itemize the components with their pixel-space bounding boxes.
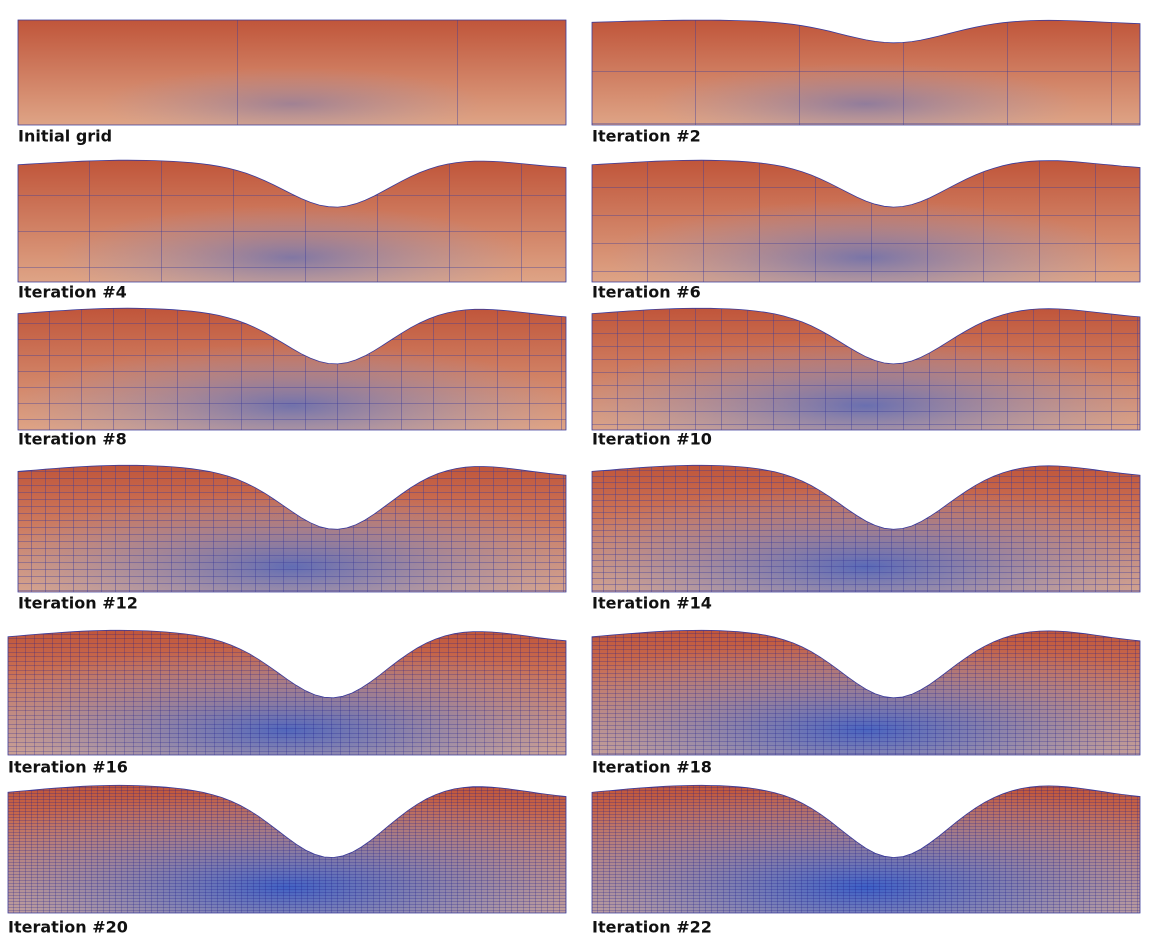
panel-label: Iteration #16 bbox=[8, 758, 128, 777]
mesh-panel bbox=[592, 465, 1140, 592]
mesh-panel bbox=[592, 785, 1140, 913]
mesh-panel bbox=[592, 20, 1140, 125]
mesh-panel bbox=[592, 308, 1140, 430]
panel-label: Initial grid bbox=[18, 127, 112, 146]
panel-label: Iteration #14 bbox=[592, 594, 712, 613]
panel-label: Iteration #22 bbox=[592, 918, 712, 937]
mesh-panel bbox=[592, 630, 1140, 755]
panel-label: Iteration #12 bbox=[18, 594, 138, 613]
mesh-panel bbox=[18, 160, 566, 282]
panel-label: Iteration #4 bbox=[18, 283, 127, 302]
mesh-panel bbox=[18, 20, 566, 125]
panel-label: Iteration #8 bbox=[18, 430, 127, 449]
panel-label: Iteration #18 bbox=[592, 758, 712, 777]
mesh-panel bbox=[592, 160, 1140, 282]
panel-label: Iteration #2 bbox=[592, 127, 701, 146]
figure: Initial grid Iteration #2 Iteration #4 Iter… bbox=[0, 0, 1152, 938]
mesh-panel bbox=[18, 465, 566, 592]
panel-label: Iteration #20 bbox=[8, 918, 128, 937]
page: Initial grid Iteration #2 Iteration #4 Iter… bbox=[0, 0, 1152, 938]
panel-label: Iteration #6 bbox=[592, 283, 701, 302]
panel-label: Iteration #10 bbox=[592, 430, 712, 449]
mesh-panel bbox=[8, 785, 566, 913]
mesh-panel bbox=[18, 308, 566, 430]
mesh-panel bbox=[8, 630, 566, 755]
